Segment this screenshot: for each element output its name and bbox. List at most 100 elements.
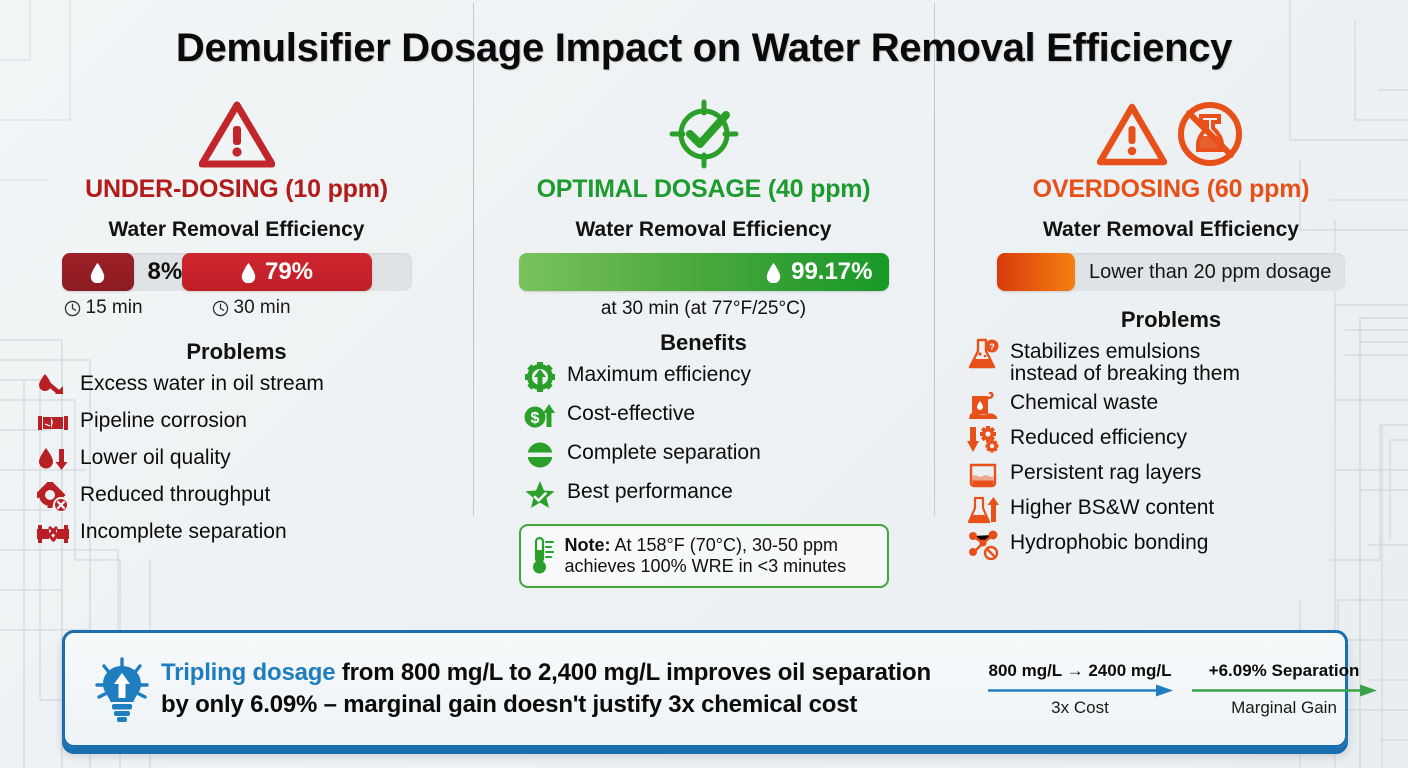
- optimal-dosage-benefits-title: Benefits: [660, 330, 747, 355]
- pipeline-corrosion-icon: [36, 407, 70, 439]
- metric-gain-top: +6.09% Separation: [1208, 660, 1360, 680]
- dollar-up-arrow-icon: $: [523, 400, 557, 432]
- note-line1: At 158°F (70°C), 30-50 ppm: [610, 535, 839, 555]
- clock-icon: [212, 300, 228, 316]
- banner-highlight: Tripling dosage: [161, 659, 336, 687]
- chemical-spill-icon: [966, 389, 1000, 421]
- metric-cost-arrow: [985, 684, 1175, 697]
- summary-banner: Tripling dosage from 800 mg/L to 2,400 m…: [62, 630, 1377, 748]
- list-item-label: Maximum efficiency: [567, 363, 751, 386]
- metric-cost: 800 mg/L → 2400 mg/L 3x Cost: [985, 661, 1175, 718]
- under-dosing-bar-segment-15min: [61, 253, 134, 291]
- note-bold-label: Note:: [564, 535, 611, 555]
- svg-text:?: ?: [989, 342, 995, 352]
- warning-triangle-icon: [198, 101, 275, 168]
- list-item-label: Persistent rag layers: [1010, 460, 1202, 484]
- optimal-dosage-note-box: Note: At 158°F (70°C), 30-50 ppm achieve…: [518, 524, 889, 589]
- thermometer-icon: [532, 537, 554, 574]
- water-drop-icon: [766, 262, 781, 283]
- list-item-label: Stabilizes emulsions instead of breaking…: [1010, 340, 1240, 386]
- list-item: Chemical waste: [966, 389, 1394, 421]
- overdosing-problems-title: Problems: [1120, 307, 1222, 332]
- under-dosing-wre-label: Water Removal Efficiency: [108, 218, 365, 241]
- metric-gain-bottom: Marginal Gain: [1231, 697, 1337, 717]
- water-drop-down-icon: [36, 370, 70, 402]
- down-arrow-gears-icon: [966, 424, 1000, 456]
- under-dosing-bar-track: 8% 79%: [61, 253, 412, 291]
- overdosing-wre-label: Water Removal Efficiency: [1043, 218, 1299, 241]
- list-item: Complete separation: [523, 439, 920, 471]
- list-item-label: Complete separation: [567, 441, 761, 464]
- time-label-30min-text: 30 min: [233, 297, 291, 318]
- list-item-label: Excess water in oil stream: [80, 372, 324, 395]
- metric-gain: +6.09% Separation Marginal Gain: [1189, 661, 1379, 718]
- optimal-dosage-bar-track: 99.17%: [518, 253, 889, 291]
- list-item: Pipeline corrosion: [36, 407, 459, 439]
- overdosing-heading: OVERDOSING (60 ppm): [1032, 175, 1310, 203]
- svg-text:$: $: [531, 410, 540, 427]
- optimal-dosage-sub-note: at 30 min (at 77°F/25°C): [600, 298, 807, 319]
- list-item-label: Best performance: [567, 480, 733, 503]
- under-dosing-problems-list: Excess water in oil stream Pipeline corr…: [14, 370, 459, 550]
- broken-pipe-icon: [36, 518, 70, 550]
- metric-cost-top: 800 mg/L → 2400 mg/L: [988, 660, 1172, 680]
- optimal-dosage-value: 99.17%: [791, 258, 873, 285]
- list-item: Excess water in oil stream: [36, 370, 459, 402]
- optimal-dosage-note-text: Note: At 158°F (70°C), 30-50 ppm achieve…: [565, 535, 847, 577]
- under-dosing-icon-row: [14, 95, 459, 173]
- list-item: Incomplete separation: [36, 518, 459, 550]
- clock-icon: [64, 300, 80, 316]
- optimal-dosage-benefits-list: Maximum efficiency $ Cost-effective: [487, 361, 920, 510]
- list-item: Hydrophobic bonding: [966, 529, 1394, 561]
- list-item-label: Reduced throughput: [80, 483, 271, 506]
- flask-question-icon: ?: [966, 338, 1000, 370]
- overdosing-problems-list: ? Stabilizes emulsions instead of breaki…: [948, 338, 1394, 561]
- water-drop-icon: [90, 262, 105, 283]
- time-label-30min: 30 min: [212, 297, 291, 319]
- target-check-icon: [669, 99, 738, 169]
- gear-up-arrow-icon: [523, 361, 557, 393]
- time-label-15min-text: 15 min: [85, 297, 143, 318]
- list-item: Reduced throughput: [36, 481, 459, 513]
- list-item: Reduced efficiency: [966, 424, 1394, 456]
- beaker-rag-layer-icon: [966, 459, 1000, 491]
- flask-up-arrow-icon: [966, 494, 1000, 526]
- list-item-label: Pipeline corrosion: [80, 409, 247, 432]
- overdosing-icon-row: [948, 95, 1394, 173]
- list-item: Higher BS&W content: [966, 494, 1394, 526]
- metric-gain-arrow: [1189, 684, 1379, 697]
- list-item-label: Cost-effective: [567, 402, 695, 425]
- list-item-label: Chemical waste: [1010, 390, 1159, 414]
- molecule-blocked-icon: [966, 529, 1000, 561]
- column-under-dosing: UNDER-DOSING (10 ppm) Water Removal Effi…: [0, 95, 473, 620]
- column-divider-right: [934, 3, 935, 516]
- optimal-dosage-bar-fill: 99.17%: [518, 253, 889, 291]
- separation-circle-icon: [523, 439, 557, 471]
- note-line2: achieves 100% WRE in <3 minutes: [564, 556, 847, 577]
- list-item-label: Reduced efficiency: [1010, 425, 1188, 449]
- overdosing-bar-fill: [997, 253, 1075, 291]
- overdosing-bar-note: Lower than 20 ppm dosage: [1089, 260, 1332, 283]
- list-item: Lower oil quality: [36, 444, 459, 476]
- gear-error-icon: [36, 481, 70, 513]
- no-chemical-bottle-icon: [1178, 102, 1242, 166]
- optimal-dosage-heading: OPTIMAL DOSAGE (40 ppm): [536, 175, 871, 203]
- under-dosing-value-30min: 79%: [264, 258, 314, 285]
- banner-message: Tripling dosage from 800 mg/L to 2,400 m…: [161, 657, 981, 720]
- banner-metrics: 800 mg/L → 2400 mg/L 3x Cost +6.09% Sepa…: [985, 661, 1379, 718]
- columns-container: UNDER-DOSING (10 ppm) Water Removal Effi…: [0, 95, 1408, 620]
- oil-drop-down-icon: [36, 444, 70, 476]
- lightbulb-up-icon: [83, 655, 161, 723]
- metric-cost-bottom: 3x Cost: [1051, 697, 1109, 717]
- list-item-label: Hydrophobic bonding: [1010, 530, 1209, 554]
- list-item-label: Higher BS&W content: [1010, 495, 1215, 519]
- water-drop-icon: [241, 262, 256, 283]
- optimal-dosage-wre-label: Water Removal Efficiency: [575, 218, 832, 241]
- under-dosing-problems-title: Problems: [186, 339, 287, 364]
- banner-line2: by only 6.09% – marginal gain doesn't ju…: [161, 691, 858, 718]
- list-item-label: Lower oil quality: [80, 446, 231, 469]
- under-dosing-heading: UNDER-DOSING (10 ppm): [85, 175, 388, 203]
- time-label-15min: 15 min: [64, 297, 143, 319]
- under-dosing-time-labels: 15 min 30 min: [62, 297, 412, 323]
- list-item: $ Cost-effective: [523, 400, 920, 432]
